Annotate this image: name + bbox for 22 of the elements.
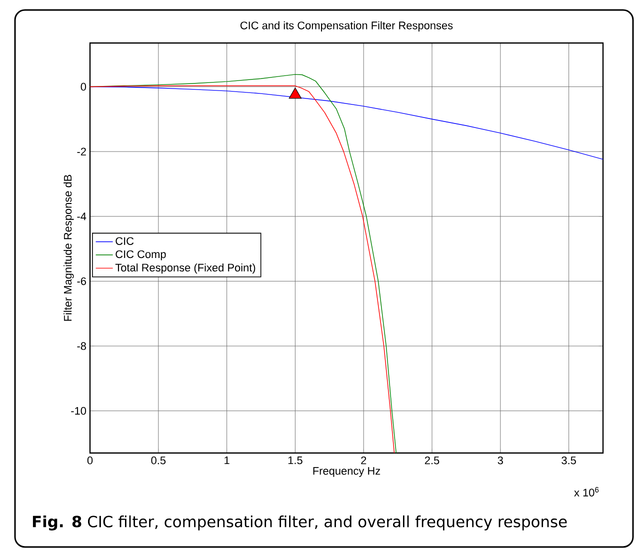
y-tick-label: -8 — [77, 342, 86, 350]
y-tick-label: -10 — [71, 406, 86, 415]
x-tick-label: 1 — [224, 456, 230, 464]
legend-label: CIC Comp — [116, 250, 166, 260]
x-tick-label: 1.5 — [288, 456, 302, 464]
chart-title: CIC and its Compensation Filter Responses — [240, 21, 453, 32]
x-tick-label: 2.5 — [424, 456, 440, 464]
x-tick-label: 0 — [87, 456, 93, 464]
x-tick-label: 3.5 — [562, 456, 576, 464]
x-axis-title: Frequency Hz — [313, 467, 380, 477]
text: Fig. 8 CIC filter, compensation filter, and overall frequency response — [32, 515, 567, 531]
y-tick-label: -6 — [77, 277, 86, 286]
y-tick-label: -4 — [77, 212, 86, 220]
text: x 10$^{6}$ — [574, 487, 599, 496]
y-tick-label: 0 — [80, 82, 86, 91]
x-tick-label: 0.5 — [151, 456, 166, 464]
legend-label: Total Response (Fixed Point) — [115, 263, 256, 274]
y-axis-title: Filter Magnitude Response dB — [64, 174, 74, 321]
x-tick-label: 2 — [361, 456, 366, 464]
y-tick-label: -2 — [77, 148, 86, 156]
x-tick-label: 3 — [498, 456, 503, 464]
legend-label: CIC — [116, 237, 134, 245]
